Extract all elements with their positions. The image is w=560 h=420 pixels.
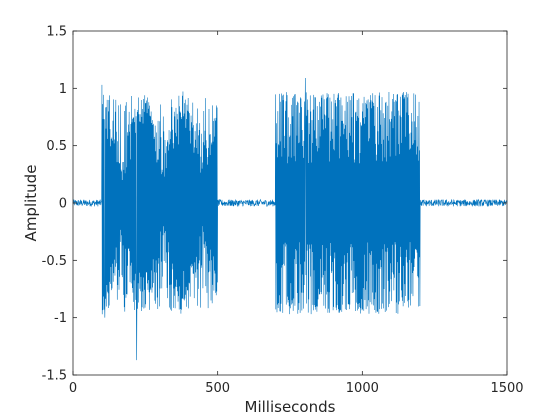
x-tick-label: 500 <box>205 381 230 396</box>
x-axis-label: Milliseconds <box>245 398 336 416</box>
y-tick-label: -1.5 <box>42 369 67 384</box>
y-axis-label: Amplitude <box>22 165 40 242</box>
series-layer <box>72 78 508 361</box>
signal-line <box>72 78 508 361</box>
y-tick-label: -1 <box>54 311 67 326</box>
ticks: 0 500 1000 1500 -1.5 -1 -0.5 0 0.5 1 1.5 <box>42 25 524 397</box>
y-tick-label: 0 <box>59 197 67 212</box>
x-tick-label: 1500 <box>490 381 523 396</box>
y-tick-label: -0.5 <box>42 254 67 269</box>
x-tick-label: 0 <box>69 381 77 396</box>
y-tick-label: 1 <box>59 82 67 97</box>
x-tick-label: 1000 <box>346 381 379 396</box>
y-tick-label: 1.5 <box>46 25 67 40</box>
y-tick-label: 0.5 <box>46 139 67 154</box>
